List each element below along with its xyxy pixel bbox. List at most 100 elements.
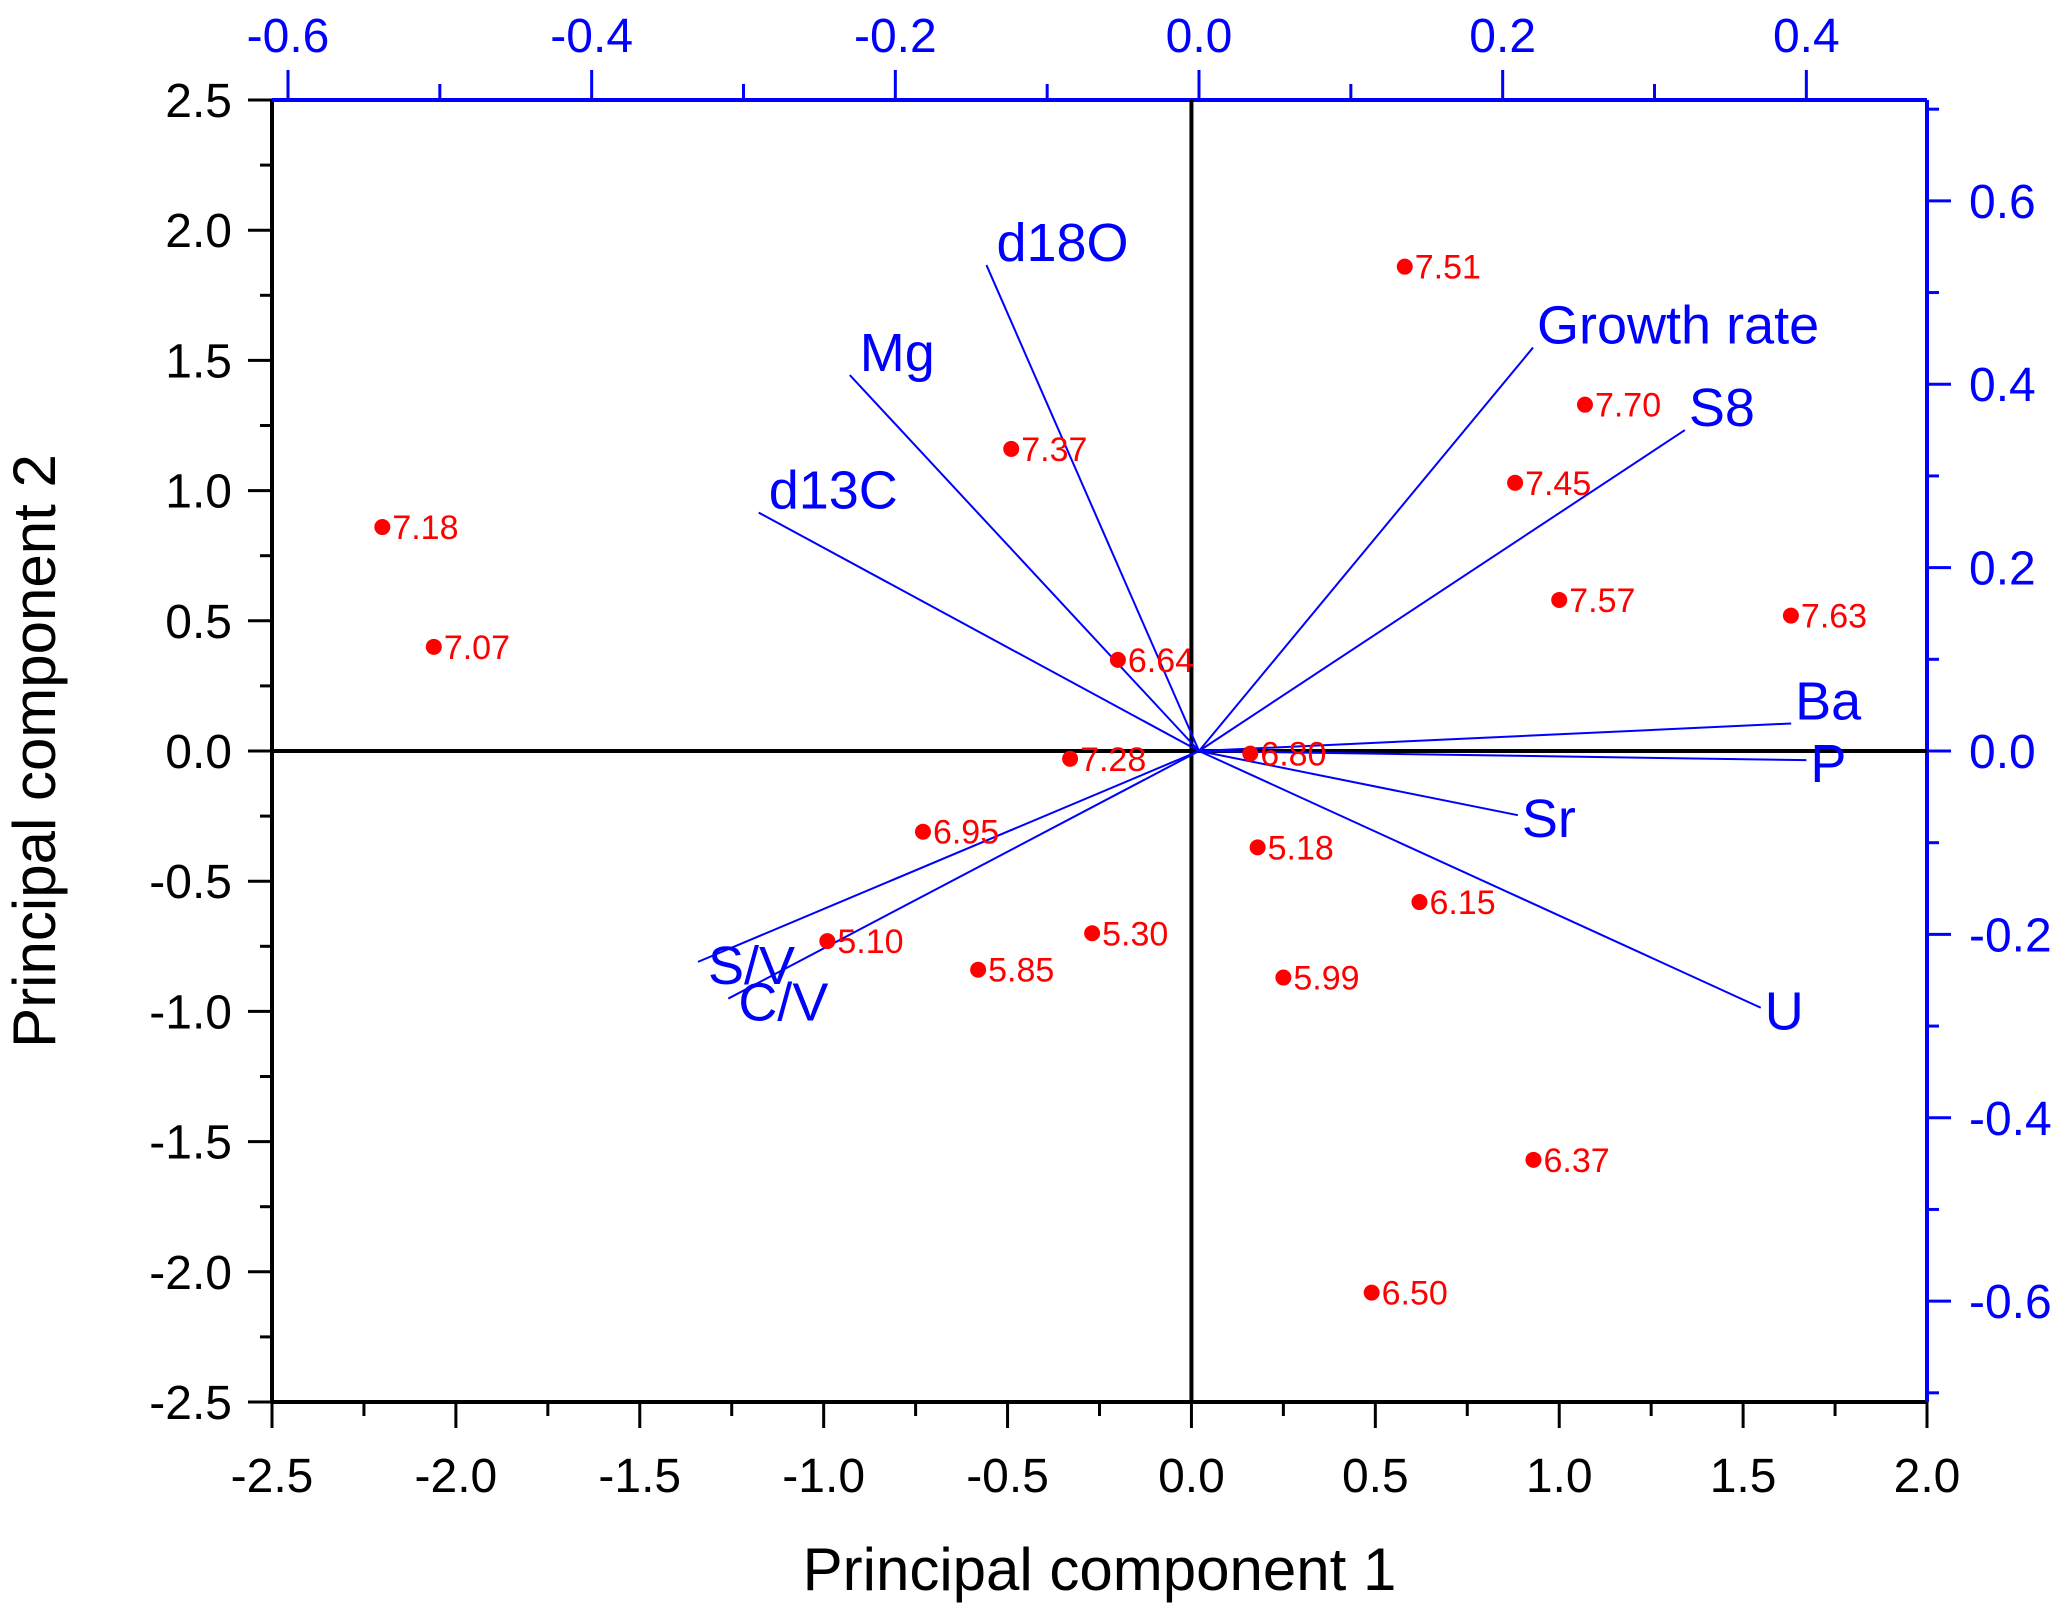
loading-vector-line [849, 374, 1200, 752]
right-tick-label: -0.6 [1969, 1276, 2052, 1329]
y-tick-label: 2.5 [165, 75, 232, 128]
loading-vector-line [1198, 750, 1519, 817]
y-tick-label: -2.0 [149, 1247, 232, 1300]
score-point [1062, 750, 1079, 767]
score-point [970, 961, 987, 978]
loading-vector-line [727, 750, 1200, 1000]
x-tick-label: -2.0 [415, 1450, 498, 1503]
x-tick-label: 1.0 [1526, 1450, 1593, 1503]
score-point [1411, 894, 1428, 911]
y-tick-label: 1.5 [165, 335, 232, 388]
score-point-label: 6.50 [1382, 1275, 1448, 1313]
loading-vector-line [697, 750, 1200, 963]
score-point-label: 5.30 [1102, 915, 1168, 953]
loading-vector-label: S8 [1689, 378, 1755, 438]
score-point [1576, 396, 1593, 413]
score-point [425, 638, 442, 655]
right-tick-label: 0.4 [1969, 359, 2036, 412]
score-point-label: 6.80 [1260, 736, 1326, 774]
loading-vector-label: Sr [1522, 789, 1576, 849]
origin-crosshair [272, 100, 1927, 1402]
right-tick-label: -0.2 [1969, 909, 2052, 962]
loading-vector-label: C/V [738, 973, 828, 1033]
score-point-label: 5.85 [988, 952, 1054, 990]
x-tick-label: -1.5 [598, 1450, 681, 1503]
top-tick-label: 0.0 [1166, 10, 1233, 63]
score-point [1242, 745, 1259, 762]
score-point [819, 933, 836, 950]
y-tick-label: -2.5 [149, 1377, 232, 1430]
score-point-label: 5.18 [1268, 829, 1334, 867]
score-point [1084, 925, 1101, 942]
y-axis-left: -2.5 -2.0 -1.5 -1.0 -0.5 0.0 0.5 1.0 1.5 2.0 2.5 [149, 75, 272, 1430]
loading-vector-line [1198, 722, 1792, 752]
score-point [1109, 651, 1126, 668]
x-tick-label: 2.0 [1894, 1450, 1961, 1503]
score-point-label: 7.28 [1080, 741, 1146, 779]
score-point-label: 7.18 [392, 509, 458, 547]
score-point [1525, 1151, 1542, 1168]
x-tick-label: 0.0 [1158, 1450, 1225, 1503]
loading-vector-line [758, 511, 1200, 752]
loading-vector-label: U [1765, 982, 1804, 1042]
loading-vector-line [1198, 750, 1762, 1009]
x-tick-label: -1.0 [782, 1450, 865, 1503]
loading-vector-line [985, 264, 1200, 752]
score-point [374, 519, 391, 536]
y-tick-label: -0.5 [149, 856, 232, 909]
right-tick-label: -0.4 [1969, 1093, 2052, 1146]
score-point [1249, 839, 1266, 856]
score-point-label: 7.37 [1021, 431, 1087, 469]
score-point [1782, 607, 1799, 624]
right-tick-label: 0.6 [1969, 176, 2036, 229]
score-point [1551, 591, 1568, 608]
x-tick-label: -2.5 [231, 1450, 314, 1503]
score-point [1396, 258, 1413, 275]
score-point-label: 7.70 [1595, 387, 1661, 425]
loading-vector-label: Growth rate [1537, 296, 1819, 356]
score-point-label: 7.63 [1801, 598, 1867, 636]
loading-vector-line [1198, 429, 1686, 752]
score-point [914, 823, 931, 840]
x-axis-bottom: -2.5 -2.0 -1.5 -1.0 -0.5 0.0 0.5 1.0 1.5 2.0 [231, 1402, 1961, 1503]
score-point [1275, 969, 1292, 986]
x-axis-top-loadings: -0.6 -0.4 -0.2 0.0 0.2 0.4 [247, 10, 1840, 100]
y-axis-title: Principal component 2 [1, 454, 68, 1048]
score-point-label: 6.37 [1543, 1142, 1609, 1180]
x-tick-label: 0.5 [1342, 1450, 1409, 1503]
score-points: 7.51 7.70 7.45 7.57 7.63 7.37 7.18 7.07 6.64 7.28… [374, 249, 1867, 1313]
score-point-label: 6.15 [1429, 884, 1495, 922]
score-point-label: 5.10 [837, 923, 903, 961]
score-point-label: 7.07 [444, 629, 510, 667]
top-tick-label: -0.4 [550, 10, 633, 63]
y-tick-label: 1.0 [165, 466, 232, 519]
score-point [1363, 1284, 1380, 1301]
score-point-label: 6.64 [1128, 642, 1194, 680]
right-tick-label: 0.0 [1969, 726, 2036, 779]
score-point-label: 7.57 [1569, 582, 1635, 620]
loading-vector-label: d13C [769, 461, 898, 521]
y-tick-label: 0.5 [165, 596, 232, 649]
loading-vector-label: d18O [996, 213, 1128, 273]
y-tick-label: -1.5 [149, 1117, 232, 1170]
score-point-label: 7.45 [1525, 465, 1591, 503]
loading-vector-label: Mg [860, 323, 935, 383]
top-tick-label: 0.4 [1773, 10, 1840, 63]
y-tick-label: 0.0 [165, 726, 232, 779]
right-tick-label: 0.2 [1969, 543, 2036, 596]
score-point [1003, 440, 1020, 457]
loading-vector-label: Ba [1795, 671, 1862, 731]
score-point [1507, 474, 1524, 491]
top-tick-label: -0.2 [854, 10, 937, 63]
loading-vector-label: P [1810, 734, 1846, 794]
x-tick-label: 1.5 [1710, 1450, 1777, 1503]
score-point-label: 7.51 [1415, 249, 1481, 287]
score-point-label: 5.99 [1293, 960, 1359, 998]
y-tick-label: 2.0 [165, 205, 232, 258]
score-point-label: 6.95 [933, 814, 999, 852]
x-tick-label: -0.5 [966, 1450, 1049, 1503]
top-tick-label: -0.6 [247, 10, 330, 63]
x-axis-title: Principal component 1 [803, 1536, 1397, 1603]
